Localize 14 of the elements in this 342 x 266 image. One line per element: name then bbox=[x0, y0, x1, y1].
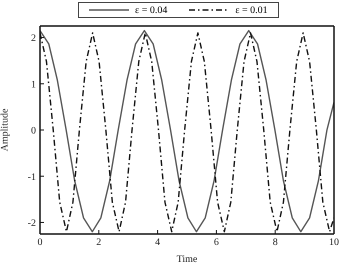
legend-label: ε = 0.04 bbox=[135, 4, 168, 16]
y-tick-label: -1 bbox=[28, 172, 36, 183]
legend-label: ε = 0.01 bbox=[235, 4, 268, 16]
y-tick-label: 1 bbox=[31, 79, 36, 90]
x-tick-label: 8 bbox=[272, 237, 278, 248]
y-tick-label: 2 bbox=[31, 33, 36, 44]
y-tick-label: -2 bbox=[28, 218, 36, 229]
x-tick-label: 10 bbox=[329, 237, 339, 248]
x-axis-title: Time bbox=[176, 254, 198, 265]
y-axis-title: Amplitude bbox=[0, 108, 11, 152]
x-tick-label: 4 bbox=[155, 237, 160, 248]
y-tick-label: 0 bbox=[31, 126, 36, 137]
x-tick-label: 6 bbox=[214, 237, 219, 248]
x-tick-label: 2 bbox=[96, 237, 102, 248]
